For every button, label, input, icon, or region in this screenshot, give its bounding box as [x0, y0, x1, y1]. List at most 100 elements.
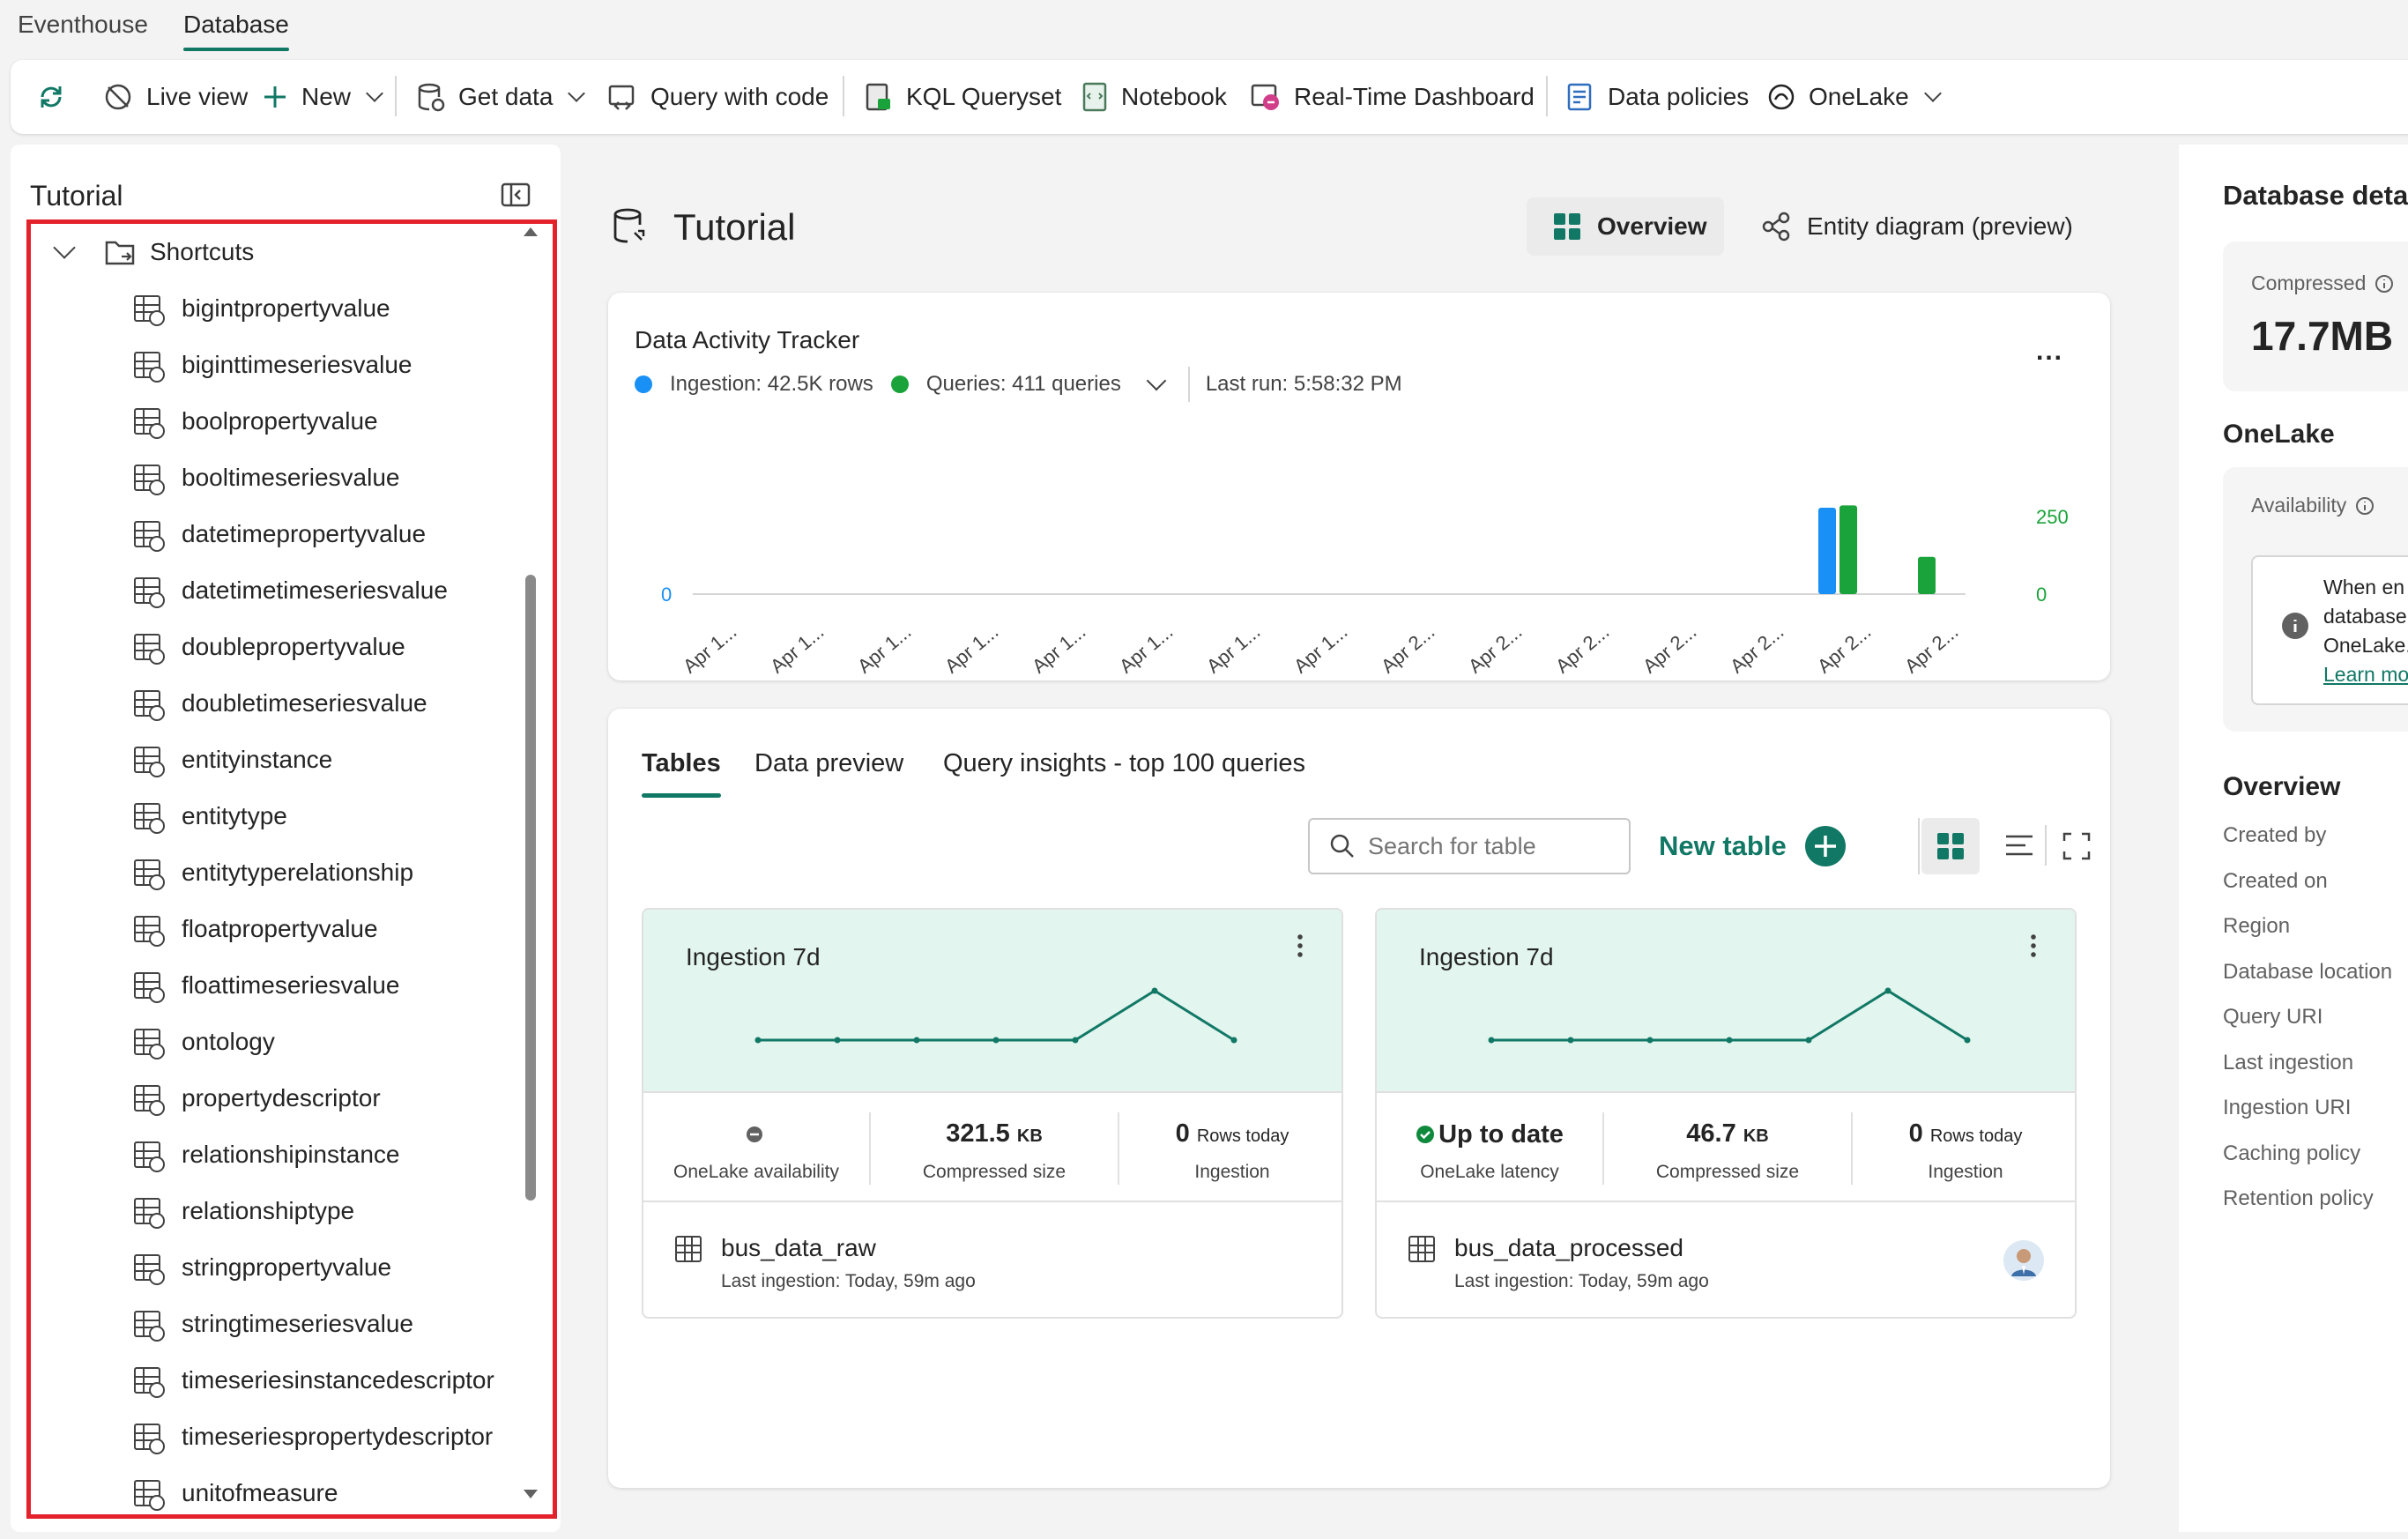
- collapse-panel-icon[interactable]: [501, 182, 531, 208]
- tree-item[interactable]: bigintpropertyvalue: [134, 280, 390, 337]
- more-options-icon[interactable]: ...: [2036, 337, 2064, 366]
- tree-item[interactable]: datetimetimeseriesvalue: [134, 562, 448, 619]
- table-name[interactable]: bus_data_raw: [721, 1234, 876, 1261]
- scrollbar-thumb[interactable]: [525, 575, 536, 1201]
- data-policies-button[interactable]: Data policies: [1565, 60, 1749, 134]
- tree-item[interactable]: floattimeseriesvalue: [134, 957, 399, 1014]
- entity-diagram-button[interactable]: Entity diagram (preview): [1761, 197, 2073, 256]
- tree-item[interactable]: ontology: [134, 1014, 275, 1070]
- tab-database[interactable]: Database: [183, 11, 289, 51]
- new-button[interactable]: New: [261, 60, 383, 134]
- tree-item[interactable]: booltimeseriesvalue: [134, 450, 399, 506]
- search-input[interactable]: [1366, 831, 1622, 861]
- tree-item[interactable]: timeseriesinstancedescriptor: [134, 1352, 494, 1409]
- onelake-icon: [1768, 84, 1795, 110]
- tab-data-preview[interactable]: Data preview: [754, 749, 904, 777]
- tables-card: Tables Data preview Query insights - top…: [608, 709, 2110, 1488]
- grid-icon: [1937, 833, 1964, 859]
- realtime-dashboard-button[interactable]: Real-Time Dashboard: [1250, 60, 1535, 134]
- x-axis-tick: Apr 2...: [1639, 621, 1700, 678]
- onelake-title: OneLake: [2223, 420, 2335, 449]
- notebook-button[interactable]: Notebook: [1081, 60, 1227, 134]
- chevron-down-icon: [1923, 85, 1942, 102]
- overview-view-label: Overview: [1597, 212, 1707, 240]
- compressed-card: Compressed 17.7MB: [2223, 242, 2408, 391]
- tree-item-label: boolpropertyvalue: [182, 407, 378, 435]
- stat-ingestion: 0 Rows today Ingestion: [1119, 1119, 1341, 1183]
- info-icon[interactable]: [2355, 496, 2375, 516]
- kql-queryset-button[interactable]: KQL Queryset: [864, 60, 1061, 134]
- card-more-icon[interactable]: [2031, 933, 2036, 957]
- sparkline-point: [913, 1037, 920, 1044]
- info-filled-icon: [2282, 613, 2308, 639]
- tree-item[interactable]: stringpropertyvalue: [134, 1239, 391, 1296]
- tree-item[interactable]: floatpropertyvalue: [134, 901, 378, 957]
- overview-title: Overview: [2223, 772, 2341, 801]
- overview-item: Ingestion URI: [2223, 1096, 2352, 1119]
- tab-tables[interactable]: Tables: [642, 749, 721, 798]
- table-shortcut-icon: [134, 859, 165, 890]
- legend-dropdown-icon[interactable]: [1146, 370, 1167, 391]
- tree-item-label: stringpropertyvalue: [182, 1253, 392, 1281]
- fullscreen-icon[interactable]: [2062, 832, 2091, 860]
- tree-item-label: floattimeseriesvalue: [182, 971, 400, 999]
- avatar[interactable]: [2003, 1239, 2045, 1282]
- check-circle-icon: [1416, 1126, 1435, 1143]
- stat-compressed-label: Compressed size: [1655, 1162, 1800, 1182]
- overview-view-button[interactable]: Overview: [1527, 197, 1724, 256]
- sparkline-line: [758, 989, 1235, 1042]
- card-footer: bus_data_raw Last ingestion: Today, 59m …: [643, 1202, 1341, 1317]
- stat-onelake: Up to date OneLake latency: [1377, 1119, 1602, 1183]
- table-card[interactable]: Ingestion 7d OneLake availability 321.5 …: [642, 908, 1343, 1319]
- tree-item[interactable]: entitytyperelationship: [134, 844, 413, 901]
- right-axis-tick: 0: [2036, 584, 2047, 606]
- tree-item[interactable]: relationshipinstance: [134, 1126, 400, 1183]
- last-run: Last run: 5:58:32 PM: [1205, 372, 1402, 396]
- tree-item[interactable]: unitofmeasure: [134, 1465, 338, 1521]
- list-view-icon[interactable]: [2004, 832, 2034, 859]
- divider: [1918, 818, 1920, 874]
- query-code-icon: [608, 85, 635, 110]
- scroll-down-icon[interactable]: [522, 1488, 539, 1502]
- new-table-button[interactable]: New table: [1659, 818, 1847, 874]
- tree-item-label: entitytyperelationship: [182, 859, 414, 886]
- stat-compressed-unit: KB: [1016, 1126, 1043, 1146]
- tree-item[interactable]: entitytype: [134, 788, 287, 844]
- tree-item[interactable]: relationshiptype: [134, 1183, 354, 1239]
- tree-item[interactable]: propertydescriptor: [134, 1070, 381, 1126]
- scroll-up-icon[interactable]: [522, 224, 539, 238]
- tree-item[interactable]: biginttimeseriesvalue: [134, 337, 412, 393]
- table-card[interactable]: Ingestion 7d Up to date OneLake latency …: [1375, 908, 2077, 1319]
- queries-bar: [1839, 505, 1857, 594]
- compressed-value: 17.7MB: [2251, 313, 2394, 359]
- query-with-code-button[interactable]: Query with code: [606, 60, 829, 134]
- tree-folder-shortcuts[interactable]: Shortcuts: [49, 224, 254, 280]
- tree-item[interactable]: boolpropertyvalue: [134, 393, 378, 450]
- compressed-label: Compressed: [2251, 271, 2367, 294]
- card-more-icon[interactable]: [1297, 933, 1303, 957]
- tree-item[interactable]: doubletimeseriesvalue: [134, 675, 427, 732]
- table-shortcut-icon: [134, 577, 165, 608]
- x-axis-tick: Apr 2...: [1551, 621, 1613, 678]
- tree-item[interactable]: entityinstance: [134, 732, 332, 788]
- info-icon[interactable]: [2375, 274, 2394, 294]
- tree-item[interactable]: doublepropertyvalue: [134, 619, 405, 675]
- table-name[interactable]: bus_data_processed: [1454, 1234, 1683, 1261]
- get-data-button[interactable]: Get data: [416, 60, 586, 134]
- availability-text-3: OneLake.: [2323, 634, 2408, 657]
- onelake-button[interactable]: OneLake: [1766, 60, 1942, 134]
- tree-item-label: entityinstance: [182, 746, 333, 773]
- tree-item[interactable]: datetimepropertyvalue: [134, 506, 426, 562]
- grid-view-button[interactable]: [1921, 818, 1980, 874]
- refresh-button[interactable]: [35, 60, 67, 134]
- right-axis-tick: 250: [2036, 506, 2069, 528]
- tab-query-insights[interactable]: Query insights - top 100 queries: [943, 749, 1306, 777]
- tree-item[interactable]: timeseriespropertydescriptor: [134, 1409, 493, 1465]
- tree-item[interactable]: stringtimeseriesvalue: [134, 1296, 413, 1352]
- tab-eventhouse[interactable]: Eventhouse: [18, 11, 148, 38]
- live-view-button[interactable]: Live view: [102, 60, 248, 134]
- x-axis-tick: Apr 1...: [679, 621, 740, 678]
- learn-more-link[interactable]: Learn mo: [2323, 663, 2408, 686]
- stat-compressed: 46.7 KB Compressed size: [1604, 1119, 1851, 1183]
- card-header: Ingestion 7d: [1377, 910, 2075, 1091]
